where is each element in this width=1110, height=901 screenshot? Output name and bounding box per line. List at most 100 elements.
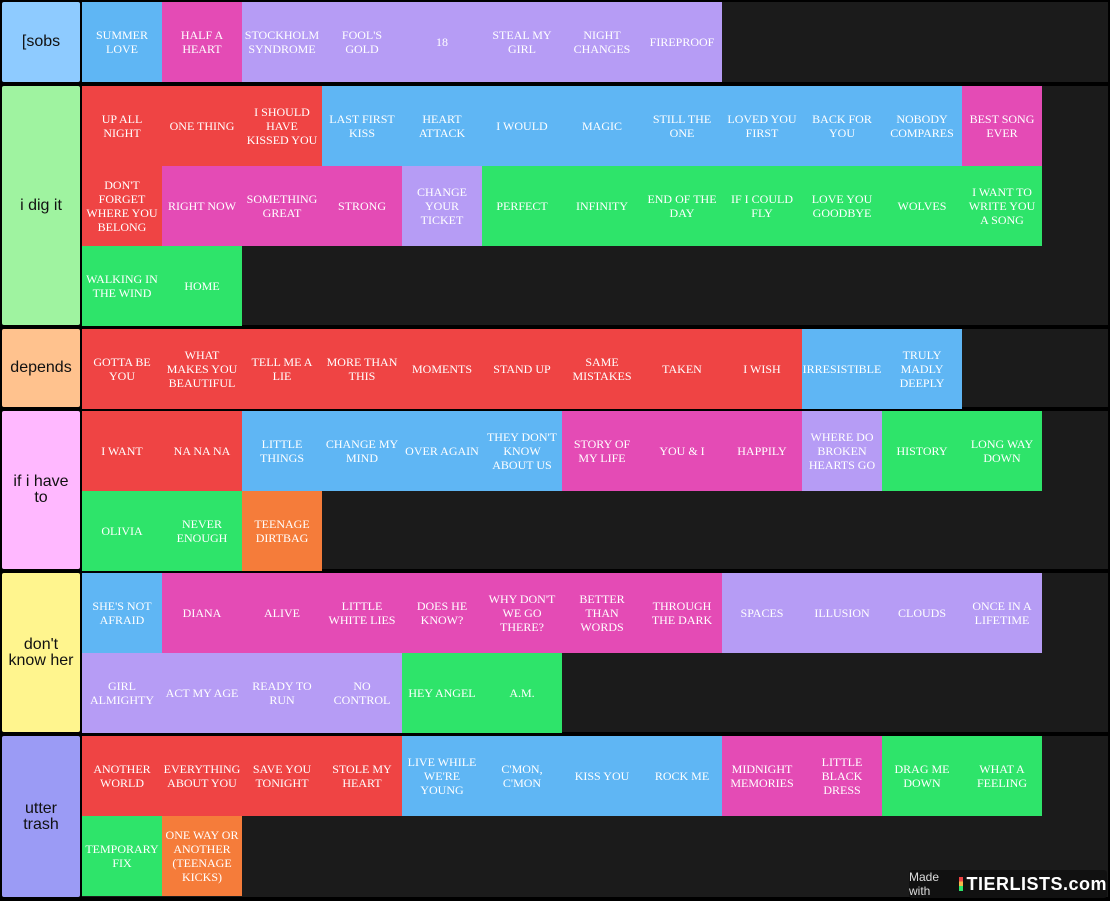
tier-item[interactable]: HEY ANGEL <box>402 653 482 733</box>
tier-item[interactable]: I SHOULD HAVE KISSED YOU <box>242 86 322 166</box>
tier-item[interactable]: CLOUDS <box>882 573 962 653</box>
tier-item[interactable]: STRONG <box>322 166 402 246</box>
tier-item[interactable]: NIGHT CHANGES <box>562 2 642 82</box>
tier-item[interactable]: KISS YOU <box>562 736 642 816</box>
tier-item[interactable]: ILLUSION <box>802 573 882 653</box>
tier-item[interactable]: TELL ME A LIE <box>242 329 322 409</box>
tier-item[interactable]: I WOULD <box>482 86 562 166</box>
tier-item[interactable]: DON'T FORGET WHERE YOU BELONG <box>82 166 162 246</box>
tier-item[interactable]: HAPPILY <box>722 411 802 491</box>
tier-item[interactable]: 18 <box>402 2 482 82</box>
tier-item[interactable]: SOMETHING GREAT <box>242 166 322 246</box>
tier-item[interactable]: DIANA <box>162 573 242 653</box>
tier-item[interactable]: NO CONTROL <box>322 653 402 733</box>
tier-item[interactable]: SPACES <box>722 573 802 653</box>
tier-item[interactable]: NA NA NA <box>162 411 242 491</box>
tier-item[interactable]: BETTER THAN WORDS <box>562 573 642 653</box>
tier-item[interactable]: BEST SONG EVER <box>962 86 1042 166</box>
tier-item[interactable]: THROUGH THE DARK <box>642 573 722 653</box>
tierlists-watermark[interactable]: Made with TIERLISTS.com <box>909 870 1107 898</box>
tier-item[interactable]: LITTLE THINGS <box>242 411 322 491</box>
tier-item[interactable]: ONCE IN A LIFETIME <box>962 573 1042 653</box>
tier-item[interactable]: LIVE WHILE WE'RE YOUNG <box>402 736 482 816</box>
tier-item[interactable]: DOES HE KNOW? <box>402 573 482 653</box>
tier-label[interactable]: don't know her <box>2 573 80 732</box>
tier-item[interactable]: WHERE DO BROKEN HEARTS GO <box>802 411 882 491</box>
tier-item[interactable]: SUMMER LOVE <box>82 2 162 82</box>
tier-item[interactable]: STEAL MY GIRL <box>482 2 562 82</box>
tier-item[interactable]: HISTORY <box>882 411 962 491</box>
tier-item[interactable]: ONE WAY OR ANOTHER (TEENAGE KICKS) <box>162 816 242 896</box>
tier-item[interactable]: I WISH <box>722 329 802 409</box>
tier-item[interactable]: SHE'S NOT AFRAID <box>82 573 162 653</box>
tier-item[interactable]: GOTTA BE YOU <box>82 329 162 409</box>
tier-item[interactable]: TEMPORARY FIX <box>82 816 162 896</box>
tier-item[interactable]: IRRESISTIBLE <box>802 329 882 409</box>
tier-item[interactable]: TRULY MADLY DEEPLY <box>882 329 962 409</box>
tier-item[interactable]: WHAT MAKES YOU BEAUTIFUL <box>162 329 242 409</box>
tier-item[interactable]: NOBODY COMPARES <box>882 86 962 166</box>
tier-label[interactable]: utter trash <box>2 736 80 897</box>
tier-item[interactable]: GIRL ALMIGHTY <box>82 653 162 733</box>
tier-item[interactable]: ROCK ME <box>642 736 722 816</box>
tier-item[interactable]: A.M. <box>482 653 562 733</box>
tier-item[interactable]: LITTLE BLACK DRESS <box>802 736 882 816</box>
tier-item[interactable]: HALF A HEART <box>162 2 242 82</box>
tier-item[interactable]: RIGHT NOW <box>162 166 242 246</box>
tier-item[interactable]: WHY DON'T WE GO THERE? <box>482 573 562 653</box>
tier-item[interactable]: PERFECT <box>482 166 562 246</box>
tier-item[interactable]: STORY OF MY LIFE <box>562 411 642 491</box>
tier-item[interactable]: ALIVE <box>242 573 322 653</box>
tier-item[interactable]: MIDNIGHT MEMORIES <box>722 736 802 816</box>
tier-item[interactable]: YOU & I <box>642 411 722 491</box>
tier-item[interactable]: STOLE MY HEART <box>322 736 402 816</box>
tier-item[interactable]: DRAG ME DOWN <box>882 736 962 816</box>
tier-item[interactable]: END OF THE DAY <box>642 166 722 246</box>
tier-item[interactable]: SAVE YOU TONIGHT <box>242 736 322 816</box>
tier-item[interactable]: TEENAGE DIRTBAG <box>242 491 322 571</box>
tier-item[interactable]: WOLVES <box>882 166 962 246</box>
tier-item[interactable]: MORE THAN THIS <box>322 329 402 409</box>
tier-item[interactable]: INFINITY <box>562 166 642 246</box>
tier-item[interactable]: C'MON, C'MON <box>482 736 562 816</box>
tier-item[interactable]: LOVE YOU GOODBYE <box>802 166 882 246</box>
tier-item[interactable]: ACT MY AGE <box>162 653 242 733</box>
tier-item[interactable]: NEVER ENOUGH <box>162 491 242 571</box>
tier-item[interactable]: CHANGE MY MIND <box>322 411 402 491</box>
tier-item[interactable]: MAGIC <box>562 86 642 166</box>
tier-item[interactable]: ANOTHER WORLD <box>82 736 162 816</box>
tier-item[interactable]: EVERYTHING ABOUT YOU <box>162 736 242 816</box>
tier-item[interactable]: IF I COULD FLY <box>722 166 802 246</box>
tier-item[interactable]: LOVED YOU FIRST <box>722 86 802 166</box>
tier-item[interactable]: FIREPROOF <box>642 2 722 82</box>
tier-label[interactable]: depends <box>2 329 80 407</box>
tier-item[interactable]: CHANGE YOUR TICKET <box>402 166 482 246</box>
tier-item[interactable]: TAKEN <box>642 329 722 409</box>
tier-item[interactable]: I WANT TO WRITE YOU A SONG <box>962 166 1042 246</box>
tier-item[interactable]: STOCKHOLM SYNDROME <box>242 2 322 82</box>
tier-item[interactable]: STILL THE ONE <box>642 86 722 166</box>
tier-item[interactable]: WHAT A FEELING <box>962 736 1042 816</box>
tier-label[interactable]: [sobs <box>2 2 80 82</box>
tier-item[interactable]: READY TO RUN <box>242 653 322 733</box>
tier-item[interactable]: THEY DON'T KNOW ABOUT US <box>482 411 562 491</box>
tier-item[interactable]: HEART ATTACK <box>402 86 482 166</box>
tier-item[interactable]: OVER AGAIN <box>402 411 482 491</box>
tier-item[interactable]: FOOL'S GOLD <box>322 2 402 82</box>
tier-item[interactable]: OLIVIA <box>82 491 162 571</box>
tier-item[interactable]: MOMENTS <box>402 329 482 409</box>
tier-item[interactable]: STAND UP <box>482 329 562 409</box>
tier-item[interactable]: LONG WAY DOWN <box>962 411 1042 491</box>
tier-item[interactable]: WALKING IN THE WIND <box>82 246 162 326</box>
tier-item[interactable]: I WANT <box>82 411 162 491</box>
tier-item[interactable]: UP ALL NIGHT <box>82 86 162 166</box>
tier-item[interactable]: LITTLE WHITE LIES <box>322 573 402 653</box>
tier-row: i dig it UP ALL NIGHT ONE THING I SHOULD HA… <box>0 84 1110 326</box>
tier-item[interactable]: BACK FOR YOU <box>802 86 882 166</box>
tier-item[interactable]: LAST FIRST KISS <box>322 86 402 166</box>
tier-item[interactable]: SAME MISTAKES <box>562 329 642 409</box>
tier-label[interactable]: i dig it <box>2 86 80 325</box>
tier-item[interactable]: ONE THING <box>162 86 242 166</box>
tier-item[interactable]: HOME <box>162 246 242 326</box>
tier-label[interactable]: if i have to <box>2 411 80 569</box>
